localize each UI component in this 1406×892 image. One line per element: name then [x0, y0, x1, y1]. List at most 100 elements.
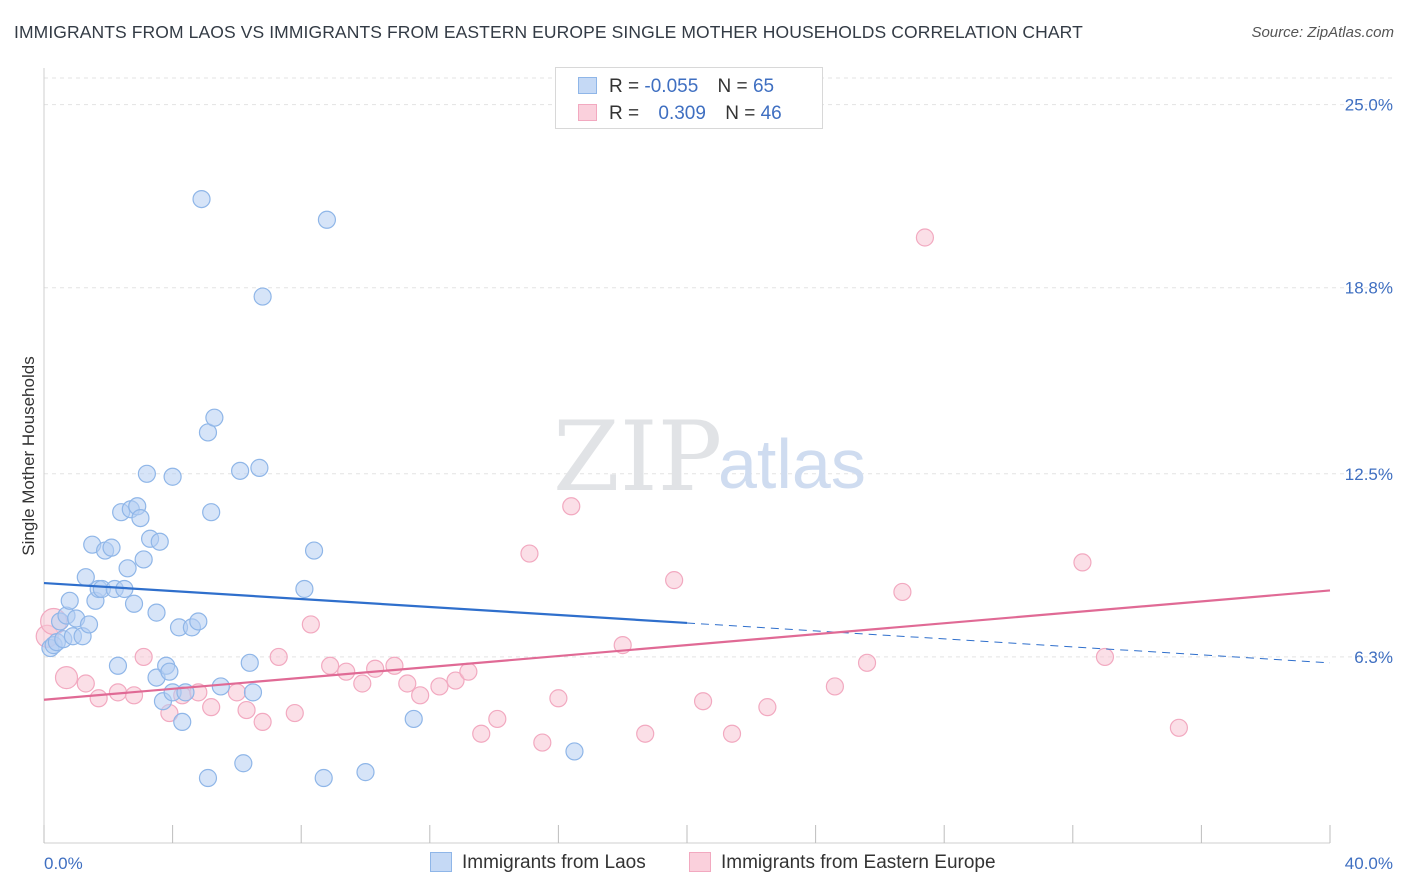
- y-tick-label: 6.3%: [1354, 648, 1393, 667]
- eastern-europe-point: [915, 228, 935, 247]
- laos-point: [211, 677, 230, 696]
- legend-r-label: R =: [609, 103, 640, 124]
- watermark-atlas: atlas: [718, 425, 866, 503]
- laos-point: [79, 615, 99, 634]
- trend-lines: [43, 581, 1331, 701]
- laos-point: [131, 508, 150, 528]
- correlation-legend: R = -0.055 N = 65 R = 0.309 N = 46: [555, 67, 823, 129]
- eastern-europe-point: [1095, 647, 1115, 667]
- legend-n-label: N =: [717, 76, 748, 97]
- laos-point: [60, 591, 79, 610]
- eastern-europe-trend-line: [43, 589, 1331, 701]
- eastern-europe-point: [693, 692, 713, 711]
- laos-point: [108, 656, 128, 675]
- laos-trend-extension: [686, 622, 1331, 664]
- laos-point: [150, 532, 169, 551]
- eastern-europe-point: [446, 671, 465, 690]
- laos-point: [137, 464, 156, 483]
- eastern-europe-point: [54, 665, 79, 690]
- laos-point: [314, 768, 333, 788]
- gridlines: [44, 77, 1392, 658]
- eastern-europe-point: [321, 656, 340, 675]
- y-tick-label: 18.8%: [1345, 279, 1393, 298]
- eastern-europe-point: [722, 724, 742, 743]
- eastern-europe-point: [337, 662, 356, 681]
- eastern-europe-point: [301, 615, 320, 634]
- laos-point: [192, 190, 211, 209]
- eastern-europe-point: [134, 647, 153, 667]
- legend-r-value-eastern-europe: 0.309: [658, 103, 706, 124]
- watermark: ZIP atlas: [553, 401, 866, 513]
- eastern-europe-point: [857, 653, 877, 672]
- bottom-legend-eastern-europe: Immigrants from Eastern Europe: [689, 852, 996, 874]
- laos-point: [250, 458, 269, 477]
- legend-n-value-laos: 65: [752, 76, 775, 97]
- laos-point: [317, 210, 337, 229]
- laos-point: [295, 579, 314, 599]
- bottom-legend-swatch-eastern-europe: [689, 852, 711, 872]
- legend-row-eastern-europe: R = 0.309 N = 46: [578, 103, 782, 125]
- chart-title: IMMIGRANTS FROM LAOS VS IMMIGRANTS FROM …: [14, 22, 1083, 42]
- eastern-europe-point: [520, 544, 539, 563]
- bottom-legend-swatch-laos: [430, 852, 452, 872]
- laos-trend-line: [43, 581, 688, 625]
- eastern-europe-point: [1169, 718, 1188, 737]
- bottom-legend-label-eastern-europe: Immigrants from Eastern Europe: [721, 852, 996, 873]
- bottom-legend-laos: Immigrants from Laos: [430, 852, 646, 874]
- laos-point: [160, 662, 179, 681]
- legend-n-label: N =: [725, 103, 756, 124]
- laos-point: [118, 559, 137, 578]
- eastern-europe-point: [237, 700, 256, 720]
- eastern-europe-point: [758, 698, 777, 717]
- legend-row-laos: R = -0.055 N = 65: [578, 76, 774, 98]
- eastern-europe-point: [89, 689, 108, 708]
- source-note: Source: ZipAtlas.com: [1251, 24, 1394, 41]
- eastern-europe-point: [366, 659, 385, 678]
- eastern-europe-point: [893, 582, 912, 602]
- laos-point: [234, 754, 253, 773]
- laos-point: [240, 653, 259, 672]
- laos-point: [163, 467, 182, 486]
- laos-point: [134, 550, 153, 569]
- eastern-europe-point: [202, 698, 221, 717]
- y-tick-label: 12.5%: [1345, 465, 1393, 484]
- eastern-europe-point: [385, 656, 404, 675]
- eastern-europe-point: [411, 686, 430, 705]
- eastern-europe-point: [353, 674, 372, 693]
- eastern-europe-point: [430, 677, 449, 696]
- y-axis-label: Single Mother Households: [19, 356, 38, 555]
- eastern-europe-point: [488, 709, 507, 729]
- laos-point: [253, 287, 272, 306]
- eastern-europe-point: [472, 724, 491, 743]
- laos-point: [173, 712, 192, 731]
- laos-point: [404, 709, 423, 729]
- laos-point: [124, 594, 144, 613]
- laos-point: [565, 742, 584, 761]
- eastern-europe-point: [549, 689, 568, 708]
- eastern-europe-point: [76, 674, 95, 693]
- laos-point: [205, 408, 224, 427]
- laos-point: [102, 538, 121, 557]
- series-laos-points: [41, 190, 584, 788]
- eastern-europe-point: [398, 674, 417, 693]
- x-tick-labels: 0.0% 40.0%: [44, 854, 1393, 873]
- legend-swatch-laos: [578, 77, 597, 94]
- watermark-zip: ZIP: [553, 401, 722, 513]
- axes: [43, 68, 1331, 844]
- eastern-europe-point: [227, 683, 246, 702]
- x-tick-label: 0.0%: [44, 854, 83, 873]
- x-tick-label: 40.0%: [1345, 854, 1393, 873]
- laos-point: [304, 541, 324, 560]
- y-tick-label: 25.0%: [1345, 96, 1393, 115]
- eastern-europe-point: [825, 677, 844, 696]
- laos-point: [189, 612, 208, 631]
- eastern-europe-point: [533, 733, 552, 752]
- y-tick-labels: 6.3% 12.5% 18.8% 25.0%: [1345, 96, 1393, 667]
- legend-swatch-eastern-europe: [578, 104, 597, 121]
- eastern-europe-point: [269, 647, 288, 667]
- legend-r-value-laos: -0.055: [644, 76, 699, 97]
- eastern-europe-point: [1073, 553, 1092, 572]
- eastern-europe-point: [459, 662, 478, 681]
- eastern-europe-point: [562, 497, 581, 516]
- eastern-europe-point: [665, 571, 684, 590]
